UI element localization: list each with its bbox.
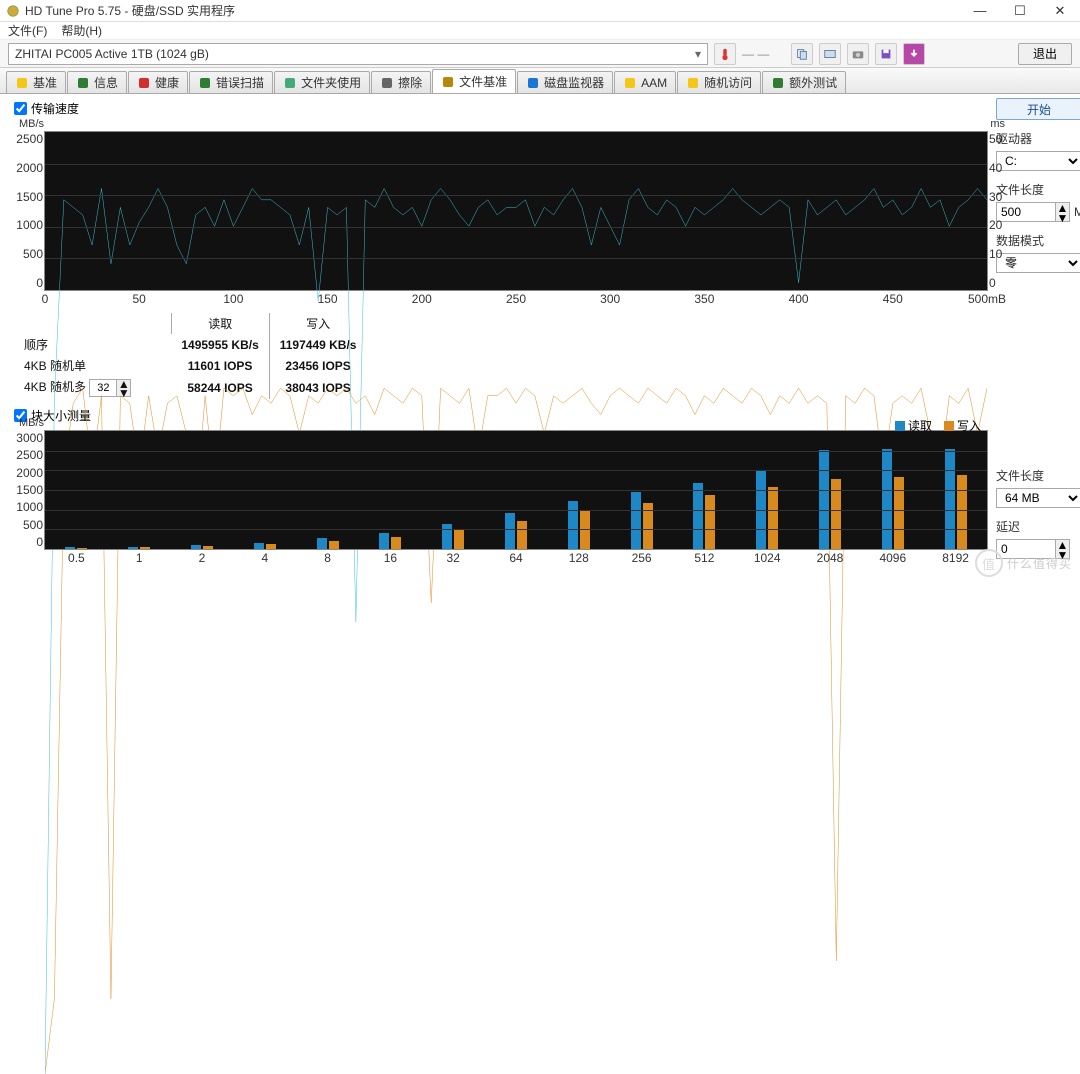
bar-write	[140, 547, 150, 549]
diskmon-icon	[526, 76, 540, 90]
drive-select-value: ZHITAI PC005 Active 1TB (1024 gB)	[15, 47, 209, 61]
tab-aam[interactable]: AAM	[614, 71, 676, 93]
tab-errorscan[interactable]: 错误扫描	[189, 71, 273, 93]
tab-diskmon[interactable]: 磁盘监视器	[517, 71, 613, 93]
screenshot-button[interactable]	[819, 43, 841, 65]
tab-benchmark[interactable]: 基准	[6, 71, 66, 93]
drive-select[interactable]: ZHITAI PC005 Active 1TB (1024 gB)	[8, 43, 708, 65]
filebench-icon	[441, 75, 455, 89]
bar-read	[631, 492, 641, 549]
titlebar: HD Tune Pro 5.75 - 硬盘/SSD 实用程序 — ☐ ✕	[0, 0, 1080, 22]
tab-info[interactable]: 信息	[67, 71, 127, 93]
bar-read	[568, 501, 578, 549]
bar-read	[191, 545, 201, 549]
transfer-speed-chart: MB/s ms 25002000150010005000 50403020100…	[44, 131, 988, 291]
transfer-speed-checkbox[interactable]	[14, 102, 27, 115]
bar-read	[379, 533, 389, 549]
delay-label: 延迟	[996, 518, 1080, 535]
bar-write	[705, 495, 715, 549]
camera-button[interactable]	[847, 43, 869, 65]
toolbar: ZHITAI PC005 Active 1TB (1024 gB) — — 退出	[0, 40, 1080, 68]
menu-help[interactable]: 帮助(H)	[61, 22, 102, 39]
tab-folder[interactable]: 文件夹使用	[274, 71, 370, 93]
app-icon	[6, 4, 20, 18]
close-button[interactable]: ✕	[1040, 0, 1080, 22]
bar-read	[254, 543, 264, 549]
tab-random[interactable]: 随机访问	[677, 71, 761, 93]
bar-read	[882, 449, 892, 549]
watermark: 值什么值得买	[975, 549, 1072, 577]
tab-health[interactable]: 健康	[128, 71, 188, 93]
bar-read	[819, 450, 829, 549]
bar-read	[442, 524, 452, 549]
random-icon	[686, 76, 700, 90]
bar-write	[517, 521, 527, 549]
bar-write	[768, 487, 778, 549]
minimize-button[interactable]: —	[960, 0, 1000, 22]
benchmark-icon	[15, 76, 29, 90]
bar-read	[505, 513, 515, 549]
errorscan-icon	[198, 76, 212, 90]
extra-icon	[771, 76, 785, 90]
bar-write	[77, 548, 87, 549]
blocksize-chart: MB/s 读取 写入 300025002000150010005000 0.51…	[44, 430, 988, 550]
temp-icon-button[interactable]	[714, 43, 736, 65]
bar-write	[391, 537, 401, 549]
health-icon	[137, 76, 151, 90]
copy-button[interactable]	[791, 43, 813, 65]
menu-file[interactable]: 文件(F)	[8, 22, 47, 39]
erase-icon	[380, 76, 394, 90]
tab-erase[interactable]: 擦除	[371, 71, 431, 93]
maximize-button[interactable]: ☐	[1000, 0, 1040, 22]
bar-write	[894, 477, 904, 549]
bar-write	[266, 544, 276, 549]
y-left-unit: MB/s	[19, 118, 44, 130]
bar-write	[454, 530, 464, 549]
tab-filebench[interactable]: 文件基准	[432, 69, 516, 93]
bar-read	[945, 449, 955, 549]
temp-dash: — —	[742, 47, 769, 61]
filelen2-dropdown[interactable]: 64 MB	[996, 488, 1080, 508]
save-button[interactable]	[875, 43, 897, 65]
start-button[interactable]: 开始	[996, 98, 1080, 120]
transfer-speed-label: 传输速度	[31, 100, 79, 117]
aam-icon	[623, 76, 637, 90]
filelen2-label: 文件长度	[996, 467, 1080, 484]
menubar: 文件(F) 帮助(H)	[0, 22, 1080, 40]
y-unit-2: MB/s	[19, 417, 44, 429]
tabstrip: 基准信息健康错误扫描文件夹使用擦除文件基准磁盘监视器AAM随机访问额外测试	[0, 68, 1080, 94]
bar-write	[957, 475, 967, 549]
bar-read	[317, 538, 327, 549]
bar-read	[128, 547, 138, 549]
window-title: HD Tune Pro 5.75 - 硬盘/SSD 实用程序	[25, 2, 235, 19]
y-right-unit: ms	[990, 118, 1005, 130]
bar-write	[203, 546, 213, 549]
tab-extra[interactable]: 额外测试	[762, 71, 846, 93]
folder-icon	[283, 76, 297, 90]
bar-write	[329, 541, 339, 549]
bar-read	[65, 547, 75, 549]
exit-button[interactable]: 退出	[1018, 43, 1072, 65]
bar-read	[693, 483, 703, 549]
info-icon	[76, 76, 90, 90]
download-button[interactable]	[903, 43, 925, 65]
